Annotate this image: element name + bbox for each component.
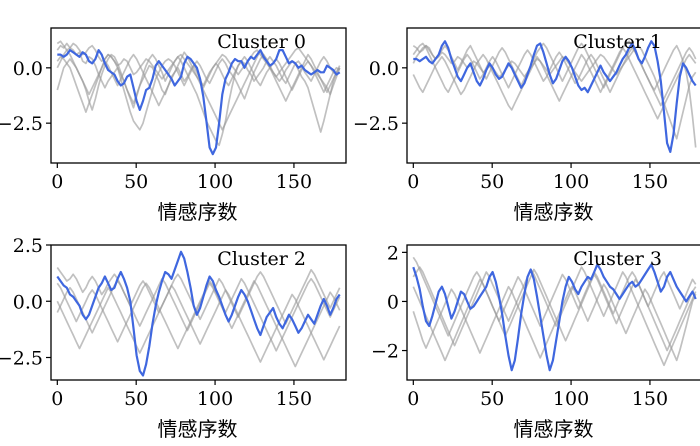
x-tick-label: 0 xyxy=(407,171,419,193)
highlight-series-line xyxy=(57,48,341,156)
y-tick-label: −2.5 xyxy=(353,113,399,135)
x-axis-label: 情感序数 xyxy=(158,200,238,224)
x-tick-label: 100 xyxy=(553,171,589,193)
axes-frame xyxy=(406,244,700,381)
y-tick-label: 2 xyxy=(387,242,399,264)
highlight-series-line xyxy=(412,263,697,372)
x-axis-label: 情感序数 xyxy=(158,417,238,441)
series-group xyxy=(412,256,697,372)
x-tick-label: 150 xyxy=(276,171,312,193)
x-axis-label: 情感序数 xyxy=(514,417,594,441)
cluster-panel-0: 0 50 100 150 0.0 −2.5 Cluster 0 情感序数 xyxy=(0,27,347,224)
series-group xyxy=(412,40,697,153)
series-group xyxy=(56,250,341,377)
x-tick-label: 150 xyxy=(632,171,668,193)
axes-frame xyxy=(406,27,700,164)
background-series-line-3 xyxy=(56,277,341,352)
y-tick-label: 0.0 xyxy=(13,291,43,313)
y-tick-label: 0.0 xyxy=(369,58,399,80)
x-tick-label: 100 xyxy=(553,388,589,410)
panel-title: Cluster 1 xyxy=(573,31,662,53)
background-series-line-2 xyxy=(56,277,341,368)
highlight-series-line xyxy=(413,40,697,153)
y-tick-label: −2.5 xyxy=(0,113,43,135)
cluster-panel-3: 0 50 100 150 2 0 −2 Cluster 3 情感序数 xyxy=(371,242,700,441)
background-series-line-0 xyxy=(412,44,697,140)
x-tick-label: 50 xyxy=(124,388,148,410)
x-tick-label: 50 xyxy=(480,388,504,410)
series-group xyxy=(56,40,341,156)
panel-title: Cluster 3 xyxy=(573,248,662,270)
x-tick-label: 150 xyxy=(276,388,312,410)
x-tick-label: 100 xyxy=(197,388,233,410)
background-series-line-2 xyxy=(412,268,697,362)
cluster-panel-2: 0 50 100 150 2.5 0.0 −2.5 Cluster 2 情感序数 xyxy=(0,235,347,441)
y-tick-label: 0.0 xyxy=(13,58,43,80)
x-tick-label: 50 xyxy=(480,171,504,193)
axes-frame xyxy=(50,244,347,381)
y-tick-label: 0 xyxy=(387,291,399,313)
background-series-line-3 xyxy=(412,266,697,367)
background-series-line-1 xyxy=(412,283,697,362)
x-tick-label: 100 xyxy=(197,171,233,193)
x-tick-label: 0 xyxy=(51,171,63,193)
cluster-panel-1: 0 50 100 150 0.0 −2.5 Cluster 1 情感序数 xyxy=(353,27,700,224)
y-tick-label: −2.5 xyxy=(0,348,43,370)
x-tick-label: 0 xyxy=(51,388,63,410)
background-series-line-2 xyxy=(412,47,697,120)
x-axis-label: 情感序数 xyxy=(514,200,594,224)
background-series-line-0 xyxy=(56,267,341,325)
highlight-series-line xyxy=(56,250,341,377)
x-tick-label: 150 xyxy=(632,388,668,410)
background-series-line-2 xyxy=(56,53,341,147)
background-series-line-1 xyxy=(56,284,341,363)
panel-title: Cluster 0 xyxy=(217,31,306,53)
axes-frame xyxy=(50,27,347,164)
y-tick-label: 2.5 xyxy=(13,235,43,257)
panel-title: Cluster 2 xyxy=(217,248,306,270)
x-tick-label: 0 xyxy=(407,388,419,410)
background-series-line-3 xyxy=(412,40,697,107)
x-tick-label: 50 xyxy=(124,171,148,193)
y-tick-label: −2 xyxy=(371,341,399,363)
